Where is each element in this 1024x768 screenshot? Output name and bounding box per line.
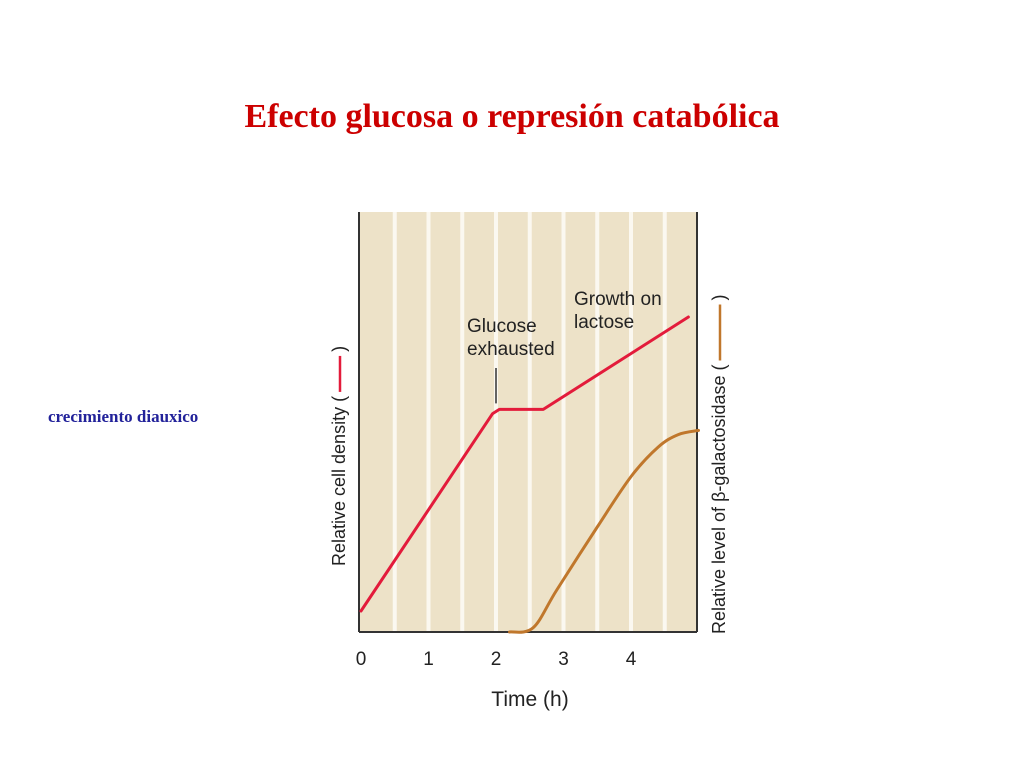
diauxic-growth-caption: crecimiento diauxico — [48, 407, 199, 426]
glucose-exhausted-annotation: Glucose exhausted — [467, 316, 555, 360]
left-y-axis-label-text: Relative cell density ( — [329, 396, 349, 566]
right-y-axis-label: Relative level of β-galactosidase ( ) — [709, 295, 729, 634]
x-axis-label: Time (h) — [491, 688, 568, 711]
left-y-axis-label-close: ) — [329, 346, 349, 352]
left-y-axis-label: Relative cell density ( ) — [329, 346, 349, 566]
beta-galactosidase-line — [508, 428, 700, 634]
x-tick-label: 2 — [491, 649, 502, 670]
right-y-axis-label-text: Relative level of β-galactosidase ( — [709, 365, 729, 634]
annotations: Glucose exhausted Growth on lactose — [467, 289, 662, 404]
slide-title: Efecto glucosa o represión catabólica — [244, 98, 780, 135]
x-tick-labels: 0 1 2 3 4 — [356, 649, 637, 670]
vertical-gridlines — [392, 212, 667, 632]
growth-on-lactose-annotation: Growth on lactose — [574, 289, 662, 333]
series-lines — [359, 315, 700, 634]
right-y-axis-label-close: ) — [709, 295, 729, 301]
x-tick-label: 1 — [423, 649, 434, 670]
x-tick-label: 0 — [356, 649, 367, 670]
x-tick-label: 3 — [558, 649, 569, 670]
cell-density-line — [359, 315, 690, 613]
x-tick-label: 4 — [626, 649, 637, 670]
